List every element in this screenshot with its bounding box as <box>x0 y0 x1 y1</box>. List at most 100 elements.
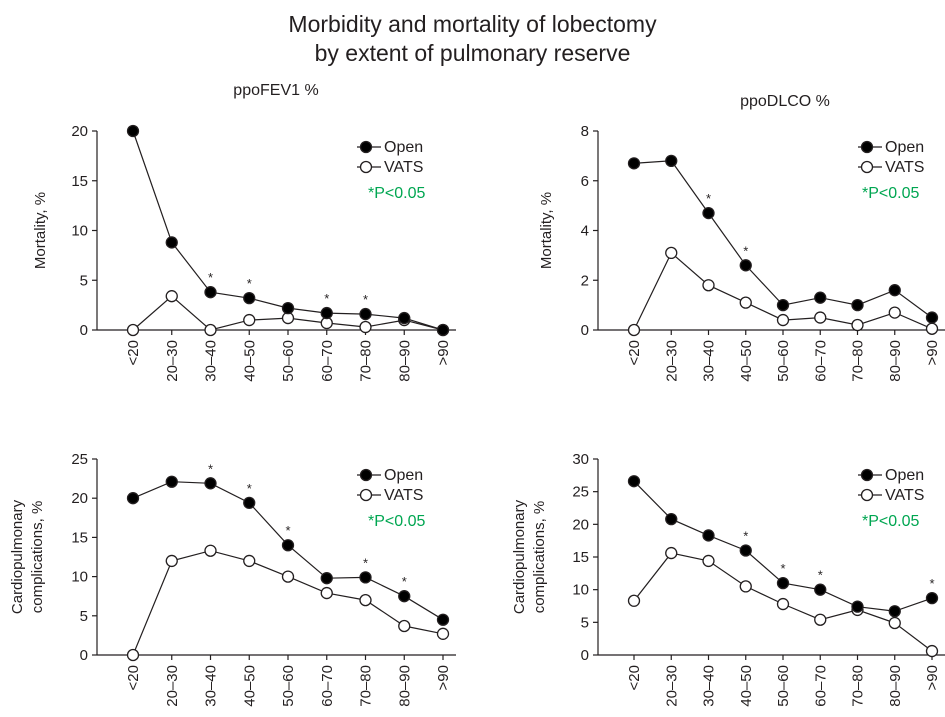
panel-2-vats-point <box>925 322 939 335</box>
panel-2-open-point <box>851 298 864 312</box>
panel-1-significance-star: * <box>363 292 368 307</box>
panel-4-y-tick-label: 10 <box>572 582 589 599</box>
panel-4-open-point <box>888 605 901 618</box>
panel-3-vats-point <box>243 554 256 568</box>
panel-4-x-tick-label: 20–30 <box>663 665 680 707</box>
panel-4-y-tick-label: 15 <box>572 549 589 566</box>
panel-4-y-axis-label-line-2: complications, % <box>531 501 548 614</box>
panel-1-open-point <box>204 286 217 299</box>
panel-1-x-tick-label: 60–70 <box>319 340 336 382</box>
panel-3-x-tick-label: >90 <box>435 665 452 690</box>
panel-3-open-point <box>398 590 411 603</box>
panel-2-vats-point <box>888 306 901 319</box>
panel-3-vats-line <box>132 550 444 656</box>
panel-1-open-point <box>126 124 140 138</box>
panel-2-x-tick-label: 40–50 <box>738 340 755 382</box>
panel-2-x-tick-label: >90 <box>924 340 941 365</box>
panel-1-x-tick-label: 80–90 <box>396 340 413 382</box>
panel-1-legend-open-marker <box>359 140 373 154</box>
panel-3-y-tick-label: 20 <box>71 490 88 507</box>
panel-1-open-point <box>281 301 295 315</box>
panel-4-x-tick-label: 70–80 <box>850 665 867 707</box>
panel-2-open-point <box>627 157 641 170</box>
panel-1-x-tick-label: 70–80 <box>358 340 375 382</box>
panel-4-vats-point <box>739 580 752 593</box>
panel-4-y-tick-label: 25 <box>572 484 589 501</box>
panel-4-x-tick-label: 80–90 <box>887 665 904 707</box>
panel-2-open-point <box>814 291 827 304</box>
panel-2-y-tick-label: 4 <box>581 223 589 240</box>
figure-title-line-2: by extent of pulmonary reserve <box>314 40 631 66</box>
panel-2-significance-star: * <box>743 243 748 258</box>
panel-3-y-axis-label-line-1: Cardiopulmonary <box>9 499 26 614</box>
panel-3-x-tick-label: 40–50 <box>241 665 258 707</box>
panel-1-legend-open-label: Open <box>384 139 423 156</box>
panel-1-x-tick-label: >90 <box>435 340 452 365</box>
panel-3-y-tick-label: 25 <box>71 451 88 468</box>
panel-4-x-tick-label: >90 <box>924 665 941 690</box>
panel-4-open-point <box>739 544 752 557</box>
panel-3-y-axis-label-line-2: complications, % <box>29 501 46 614</box>
panel-2-vats-point <box>851 318 864 332</box>
panel-1-significance-star: * <box>208 270 213 285</box>
panel-2-open-point <box>925 311 939 324</box>
panel-3-open-point <box>126 492 140 505</box>
panel-2-open-point <box>665 154 678 168</box>
panel-4-x-tick-label: 50–60 <box>775 665 792 707</box>
panel-1-vats-point <box>126 323 140 337</box>
panel-1-y-tick-label: 20 <box>71 123 88 140</box>
panel-2-open-point <box>888 284 901 297</box>
panel-2-vats-point <box>627 323 641 337</box>
panel-3-x-tick-label: 20–30 <box>164 665 181 707</box>
panel-3-y-tick-label: 5 <box>80 608 88 625</box>
panel-1-vats-point <box>359 320 372 334</box>
panel-2-significance-note: *P<0.05 <box>862 185 919 202</box>
panel-1-x-tick-label: 30–40 <box>203 340 220 382</box>
figure-title: Morbidity and mortality of lobectomy by … <box>0 10 945 68</box>
panel-3-y-tick-label: 10 <box>71 569 88 586</box>
panel-4-vats-point <box>888 616 901 630</box>
panel-1-y-tick-label: 15 <box>71 173 88 190</box>
panel-1-y-tick-label: 5 <box>80 272 88 289</box>
panel-3-vats-point <box>359 593 372 607</box>
panel-2-open-point <box>739 259 752 272</box>
panel-1-column-title: ppoFEV1 % <box>233 82 318 99</box>
panel-4-open-point <box>776 576 790 590</box>
figure-title-line-1: Morbidity and mortality of lobectomy <box>288 11 657 37</box>
panel-1-open-point <box>320 306 333 320</box>
panel-4-y-tick-label: 0 <box>581 647 589 664</box>
panel-2-x-tick-label: <20 <box>626 340 643 365</box>
panel-2-vats-point <box>739 296 752 309</box>
panel-2-vats-point <box>814 311 827 324</box>
panel-2-x-tick-label: 60–70 <box>812 340 829 382</box>
panel-1-significance-star: * <box>324 291 329 306</box>
panel-4-open-point <box>627 475 641 488</box>
panel-3-significance-star: * <box>247 481 252 496</box>
panel-3-legend-vats-label: VATS <box>384 487 423 504</box>
panel-2-legend-open-marker <box>860 140 874 154</box>
panel-3-x-tick-label: <20 <box>125 665 142 690</box>
panel-2-x-tick-label: 70–80 <box>850 340 867 382</box>
panel-1-vats-point <box>243 313 256 327</box>
panel-3-x-tick-label: 70–80 <box>358 665 375 707</box>
panel-4-open-point <box>925 592 939 605</box>
panel-1-x-tick-label: 20–30 <box>164 340 181 382</box>
panel-2-open-point <box>702 206 715 220</box>
panel-1-x-tick-label: <20 <box>125 340 142 365</box>
panel-3-open-point <box>359 571 372 584</box>
panel-2-legend-open-label: Open <box>885 139 924 156</box>
panel-3-significance-note: *P<0.05 <box>368 513 425 530</box>
panel-4-open-point <box>702 529 715 542</box>
panel-2-open-point <box>776 298 790 312</box>
panel-1-x-tick-label: 40–50 <box>241 340 258 382</box>
panel-3-vats-point <box>320 586 333 600</box>
panel-1-y-axis-label: Mortality, % <box>32 192 49 269</box>
panel-1-y-tick-label: 10 <box>71 223 88 240</box>
panel-4-legend-open-marker <box>860 468 874 482</box>
panel-1-open-point <box>436 323 450 337</box>
panel-3-open-point <box>436 613 450 626</box>
panel-4-significance-note: *P<0.05 <box>862 513 919 530</box>
panel-4-vats-point <box>776 597 790 611</box>
panel-3-vats-point <box>204 544 217 557</box>
